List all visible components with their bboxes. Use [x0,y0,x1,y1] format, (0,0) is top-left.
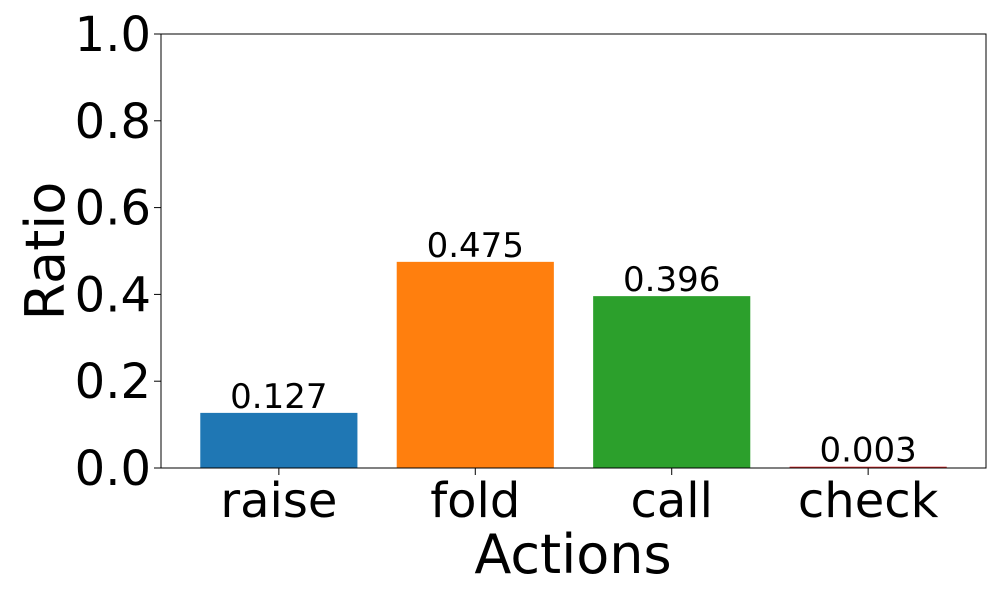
y-tick-label: 0.4 [75,267,151,323]
x-tick-label: check [798,473,939,529]
bar-fold [396,261,554,468]
y-tick-label: 0.8 [75,94,151,150]
bar-check [789,466,947,468]
bar-raise [200,412,358,468]
ticks-layer: 0.0 0.2 0.4 0.6 0.8 1.0 raise fold call check [75,7,939,529]
bar-value-label: 0.475 [427,226,524,266]
x-tick-label: call [630,473,712,529]
x-axis-title: Actions [474,523,671,586]
plot-frame [160,33,987,469]
bar-call [593,296,751,468]
y-tick-label: 0.6 [75,181,151,237]
bars-layer: 0.127 0.475 0.396 0.003 [200,226,947,471]
y-axis-title: Ratio [14,182,77,321]
bar-value-label: 0.396 [623,260,720,300]
y-tick-label: 0.0 [75,441,151,497]
bar-value-label: 0.127 [230,377,327,417]
x-tick-label: fold [430,473,520,529]
bar-value-label: 0.003 [819,431,916,471]
x-tick-label: raise [220,473,337,529]
y-tick-label: 1.0 [75,7,151,63]
y-tick-label: 0.2 [75,354,151,410]
